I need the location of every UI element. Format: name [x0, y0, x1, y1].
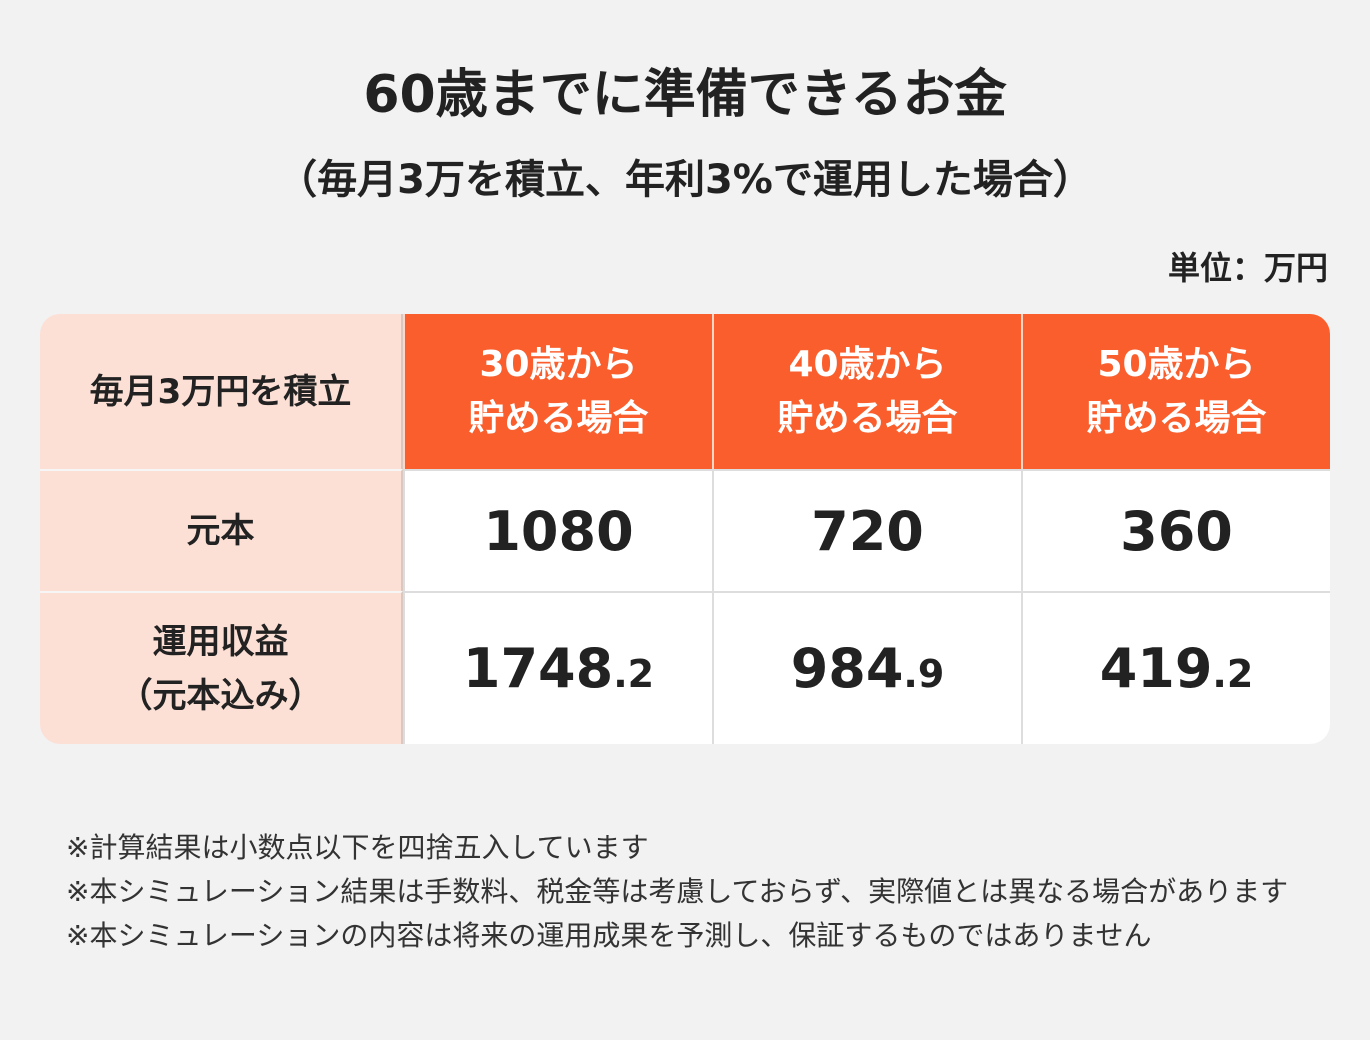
row-header: 元本 — [40, 469, 403, 591]
table-row: 元本 1080 720 360 — [40, 469, 1330, 591]
row-header: 運用収益 （元本込み） — [40, 591, 403, 744]
value-cell: 1748.2 — [403, 591, 712, 744]
note: ※本シミュレーション結果は手数料、税金等は考慮しておらず、実際値とは異なる場合が… — [66, 875, 1289, 908]
notes: ※計算結果は小数点以下を四捨五入しています ※本シミュレーション結果は手数料、税金… — [66, 826, 1316, 958]
table: 毎月3万円を積立 30歳から 貯める場合 40歳から 貯める場合 50歳から 貯める場… — [40, 314, 1330, 744]
column-header: 50歳から 貯める場合 — [1021, 314, 1330, 469]
table-row: 運用収益 （元本込み） 1748.2 984.9 419.2 — [40, 591, 1330, 744]
note: ※計算結果は小数点以下を四捨五入しています — [66, 831, 649, 864]
value-cell: 1080 — [403, 469, 712, 591]
unit-label: 単位：万円 — [1167, 249, 1328, 287]
value-cell: 419.2 — [1021, 591, 1330, 744]
corner-cell: 毎月3万円を積立 — [40, 314, 403, 469]
column-header: 30歳から 貯める場合 — [403, 314, 712, 469]
value-cell: 360 — [1021, 469, 1330, 591]
note: ※本シミュレーションの内容は将来の運用成果を予測し、保証するものではありません — [66, 919, 1152, 952]
subtitle: （毎月3万を積立、年利3%で運用した場合） — [277, 157, 1093, 203]
value-cell: 720 — [712, 469, 1021, 591]
column-header: 40歳から 貯める場合 — [712, 314, 1021, 469]
value-cell: 984.9 — [712, 591, 1021, 744]
title: 60歳までに準備できるお金 — [363, 65, 1007, 125]
header-row: 毎月3万円を積立 30歳から 貯める場合 40歳から 貯める場合 50歳から 貯める場… — [40, 314, 1330, 469]
